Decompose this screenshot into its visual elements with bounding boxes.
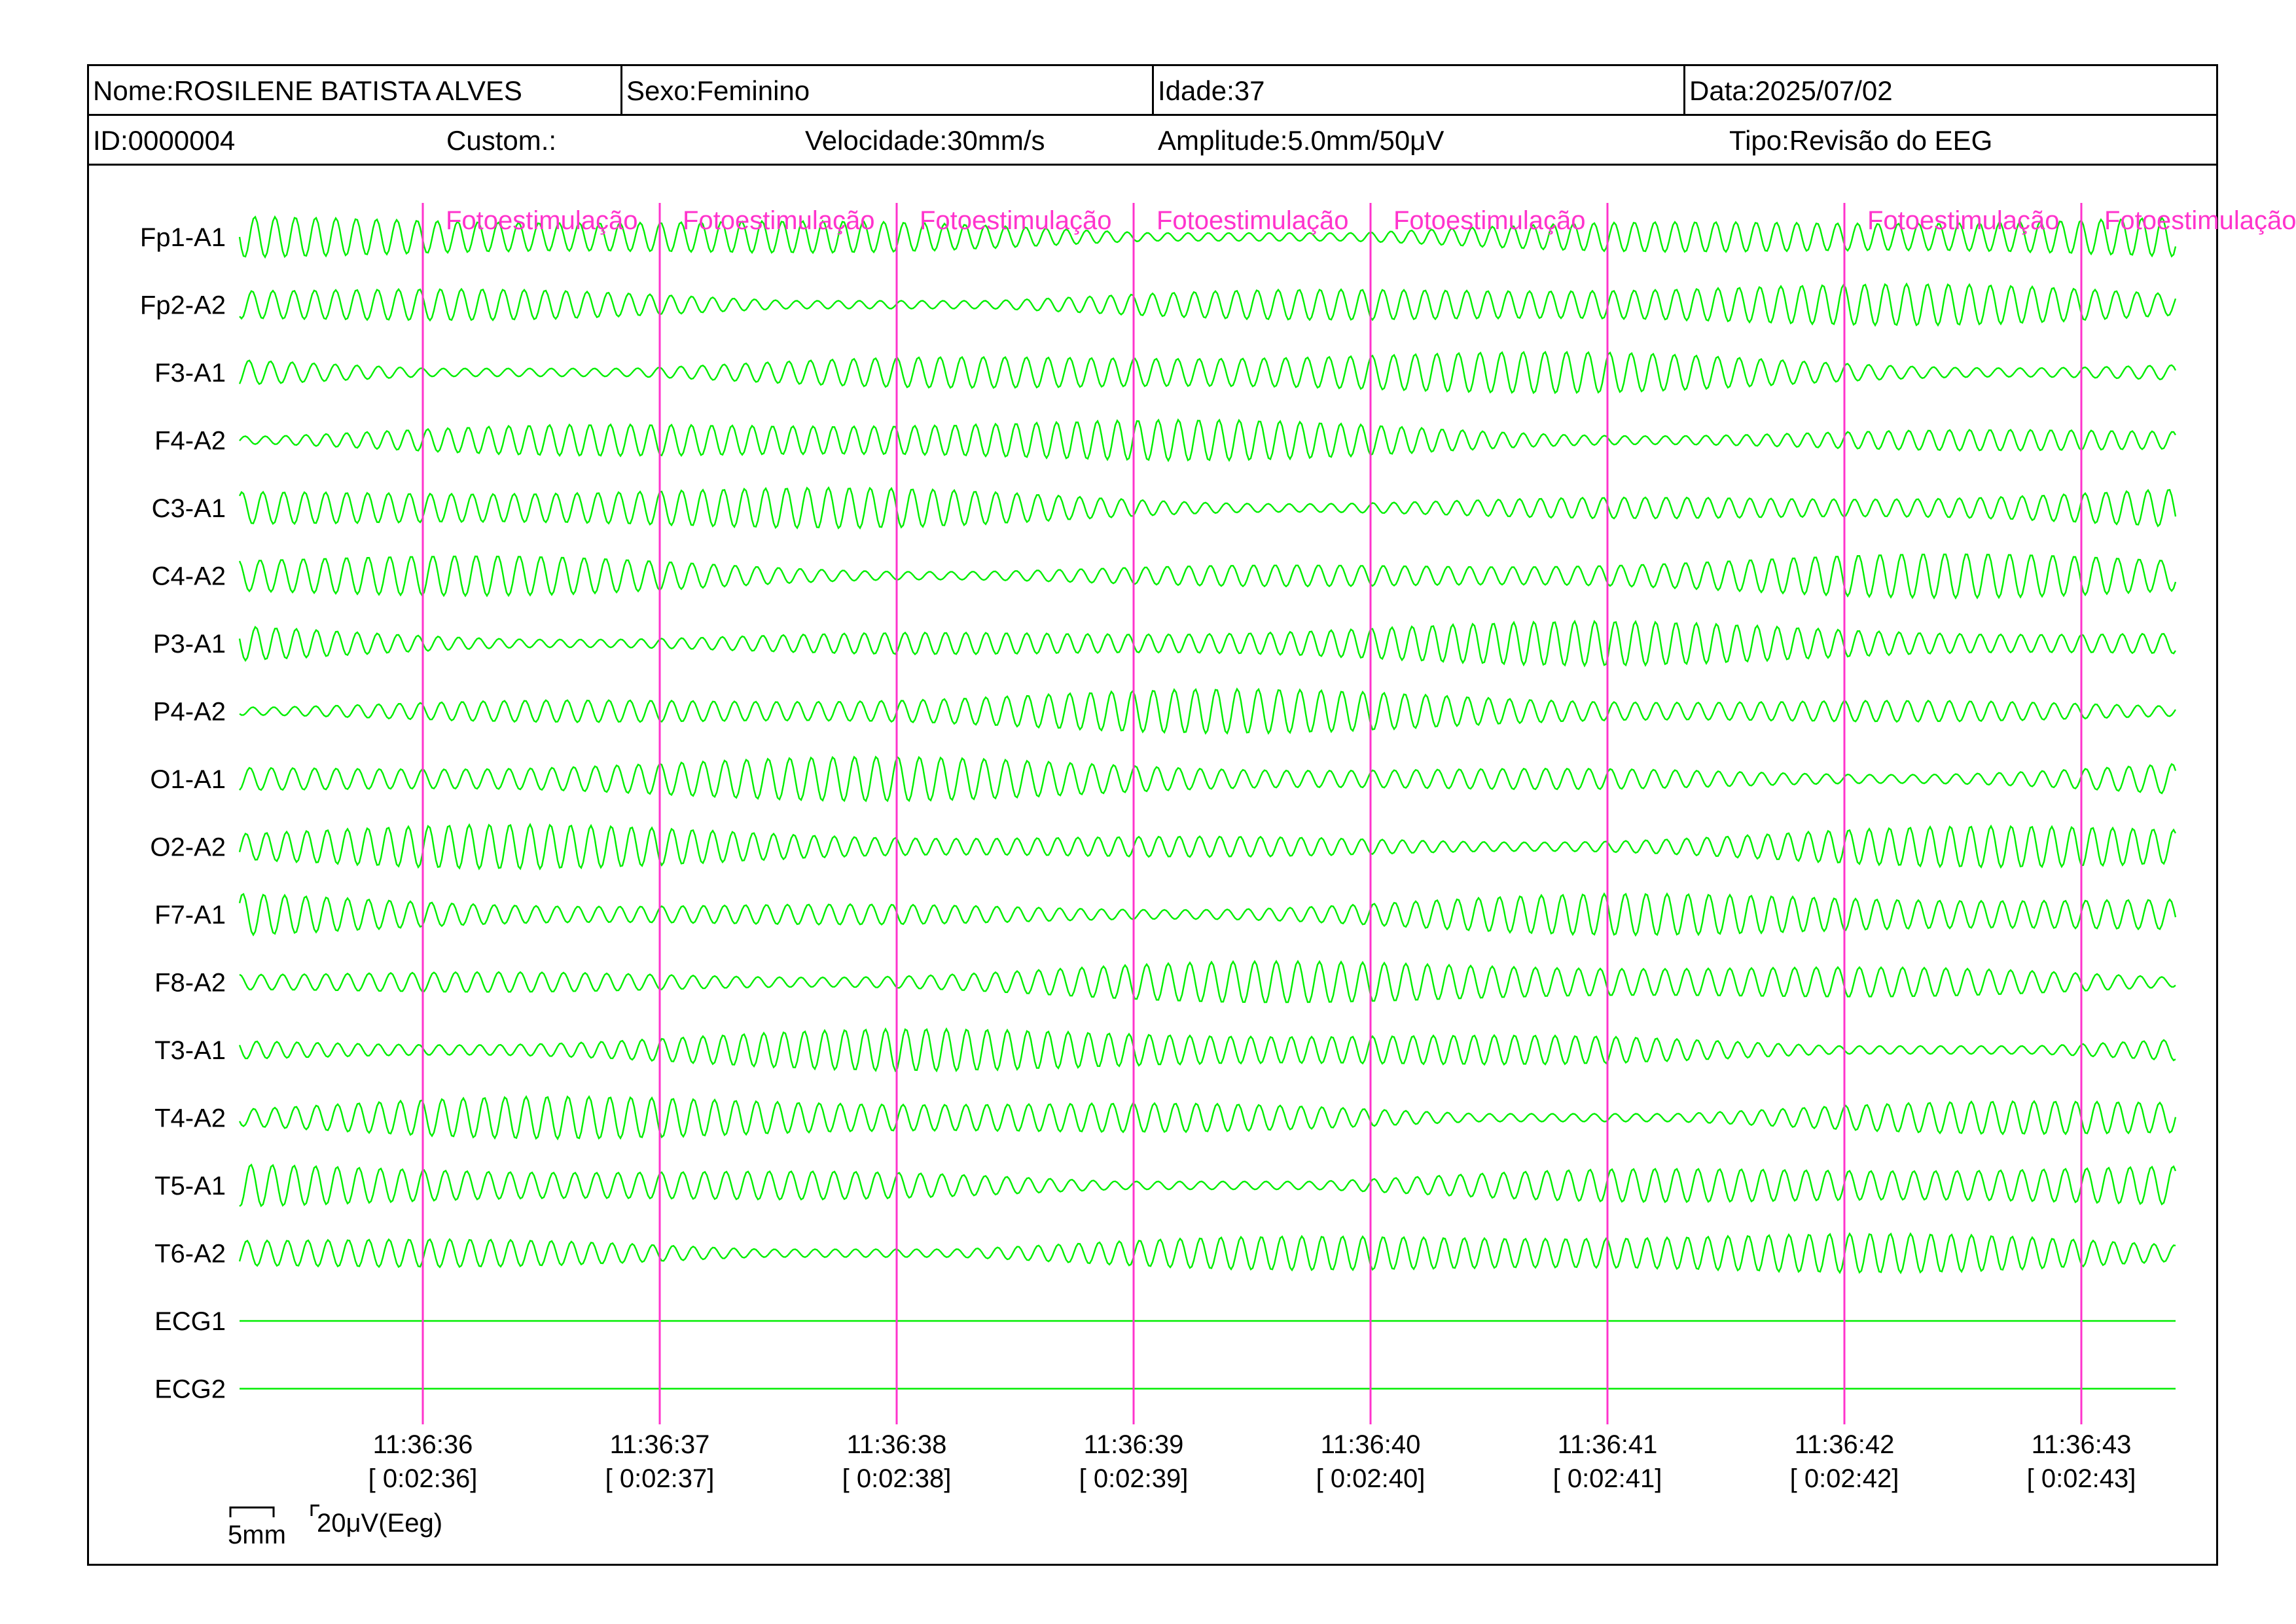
time-label-clock: 11:36:36 [373,1430,473,1459]
event-label: Fotoestimulação [683,206,874,235]
channel-label: Fp1-A1 [140,223,226,252]
trace-p4-a2 [239,687,2176,735]
event-label: Fotoestimulação [1393,206,1585,235]
time-label-clock: 11:36:42 [1795,1430,1895,1459]
trace-t5-a1 [239,1163,2177,1208]
amplitude-scale-label: 20μV(Eeg) [317,1509,442,1538]
channel-label: ECG1 [154,1307,226,1336]
time-label-elapsed: [ 0:02:40] [1316,1464,1426,1493]
time-label-elapsed: [ 0:02:37] [605,1464,715,1493]
custom-field: Custom.: [446,125,557,156]
amplitude-scale-bracket [310,1504,319,1516]
channel-label: O1-A1 [150,765,226,794]
patient-age: Idade:37 [1152,66,1683,114]
channel-label: T4-A2 [154,1104,226,1133]
channel-label: T6-A2 [154,1240,226,1269]
time-label-elapsed: [ 0:02:38] [842,1464,952,1493]
trace-o1-a1 [239,755,2177,803]
channel-label: T5-A1 [154,1172,226,1200]
trace-c4-a2 [238,553,2177,600]
header-row-patient: Nome:ROSILENE BATISTA ALVES Sexo:Feminin… [89,66,2216,116]
trace-t6-a2 [238,1232,2176,1274]
event-label: Fotoestimulação [2104,206,2296,235]
time-axis: 11:36:36 [ 0:02:36] 11:36:37 [ 0:02:37] 11:3… [368,1430,2136,1493]
time-label-elapsed: [ 0:02:41] [1553,1464,1662,1493]
trace-f7-a1 [238,892,2177,937]
event-markers: Fotoestimulação Fotoestimulação Fotoestimu… [422,203,2296,1424]
time-label-clock: 11:36:43 [2032,1430,2132,1459]
trace-o2-a2 [238,823,2177,871]
trace-p3-a1 [238,619,2176,668]
event-label: Fotoestimulação [1867,206,2059,235]
trace-c3-a1 [238,486,2177,530]
channel-label: F7-A1 [154,901,226,929]
time-label-clock: 11:36:41 [1558,1430,1658,1459]
trace-f8-a2 [239,960,2176,1003]
channel-label: P4-A2 [153,698,226,727]
time-label-elapsed: [ 0:02:42] [1790,1464,1899,1493]
record-date: Data:2025/07/02 [1683,66,2216,114]
channel-label: C3-A1 [152,494,226,523]
event-label: Fotoestimulação [1157,206,1348,235]
trace-f4-a2 [239,418,2177,463]
time-label-clock: 11:36:39 [1084,1430,1184,1459]
channel-label: P3-A1 [153,630,226,659]
scale-bar: 5mm 20μV(Eeg) [228,1504,442,1549]
record-type: Tipo:Revisão do EEG [1729,125,1993,156]
time-label-clock: 11:36:37 [610,1430,710,1459]
channel-label: O2-A2 [150,833,226,862]
trace-fp2-a2 [239,282,2177,327]
time-label-elapsed: [ 0:02:39] [1079,1464,1189,1493]
time-label-elapsed: [ 0:02:43] [2027,1464,2136,1493]
channel-label: F8-A2 [154,969,226,998]
patient-id: ID:0000004 [93,125,236,156]
event-label: Fotoestimulação [920,206,1111,235]
eeg-report-sheet: Nome:ROSILENE BATISTA ALVES Sexo:Feminin… [87,64,2218,1566]
amplitude-setting: Amplitude:5.0mm/50μV [1158,125,1444,156]
channel-labels: Fp1-A1 Fp2-A2 F3-A1 F4-A2 C3-A1 C4-A2 P3-A1 P4-… [140,223,226,1404]
trace-t3-a1 [238,1027,2176,1073]
channel-label: F4-A2 [154,427,226,456]
channel-label: Fp2-A2 [140,291,226,320]
eeg-traces [238,215,2177,1390]
time-scale-label: 5mm [228,1521,286,1549]
header-row-recording: ID:0000004 Custom.: Velocidade:30mm/s Am… [89,116,2216,166]
time-label-elapsed: [ 0:02:36] [368,1464,478,1493]
channel-label: C4-A2 [152,562,226,591]
channel-label: F3-A1 [154,359,226,388]
trace-t4-a2 [238,1094,2177,1141]
event-label: Fotoestimulação [446,206,637,235]
trace-fp1-a1 [238,215,2177,259]
channel-label: T3-A1 [154,1036,226,1065]
speed-setting: Velocidade:30mm/s [805,125,1045,156]
time-label-clock: 11:36:40 [1321,1430,1421,1459]
time-scale-bracket [229,1506,275,1517]
channel-label: ECG2 [154,1375,226,1404]
time-label-clock: 11:36:38 [847,1430,947,1459]
patient-name: Nome:ROSILENE BATISTA ALVES [93,75,522,106]
trace-f3-a1 [238,350,2177,395]
patient-sex: Sexo:Feminino [620,66,1152,114]
